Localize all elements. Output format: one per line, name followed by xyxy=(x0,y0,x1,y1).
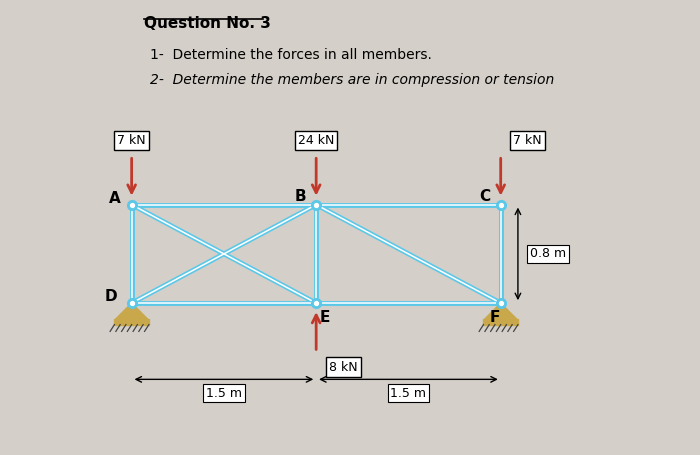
Text: E: E xyxy=(320,310,330,325)
Text: F: F xyxy=(489,310,500,325)
Text: 7 kN: 7 kN xyxy=(513,134,542,147)
Text: A: A xyxy=(108,191,120,206)
Text: 24 kN: 24 kN xyxy=(298,134,335,147)
Text: C: C xyxy=(479,188,490,203)
Bar xyxy=(114,319,149,324)
Text: D: D xyxy=(104,289,117,304)
Text: 2-  Determine the members are in compression or tension: 2- Determine the members are in compress… xyxy=(150,73,554,87)
Text: 1.5 m: 1.5 m xyxy=(391,387,426,400)
Text: 0.8 m: 0.8 m xyxy=(530,248,566,260)
Polygon shape xyxy=(484,303,517,319)
Text: 8 kN: 8 kN xyxy=(329,360,358,374)
Text: 1.5 m: 1.5 m xyxy=(206,387,242,400)
Text: Question No. 3: Question No. 3 xyxy=(144,16,270,31)
Text: 7 kN: 7 kN xyxy=(118,134,146,147)
Text: 1-  Determine the forces in all members.: 1- Determine the forces in all members. xyxy=(150,48,433,62)
Bar xyxy=(484,319,518,324)
Polygon shape xyxy=(116,303,148,319)
Text: B: B xyxy=(295,188,306,203)
